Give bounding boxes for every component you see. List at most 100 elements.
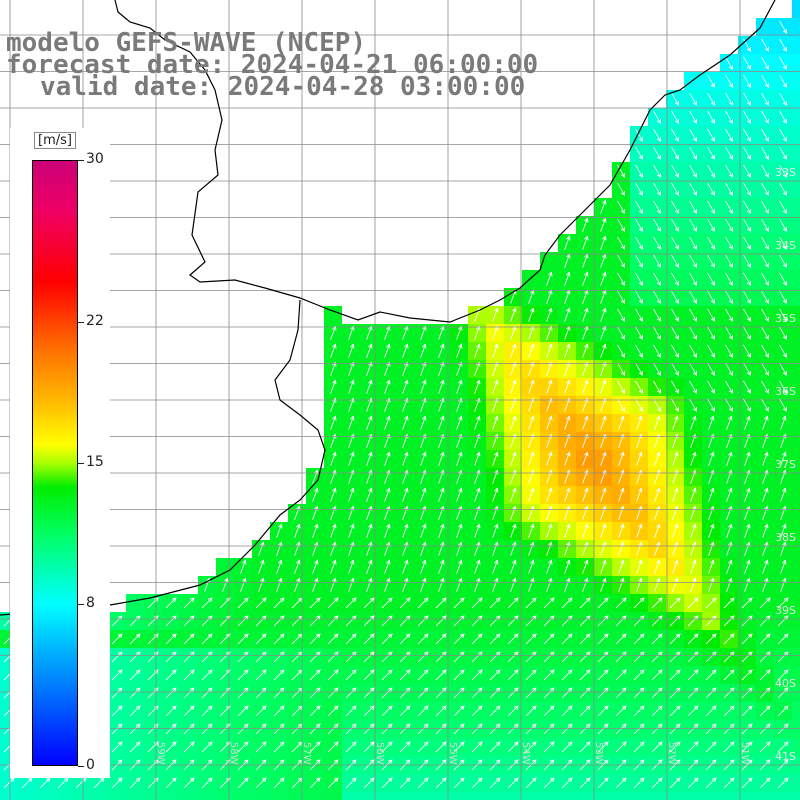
wind-arrow <box>564 541 571 556</box>
wind-arrow <box>471 777 483 789</box>
wind-arrow <box>489 597 501 609</box>
wind-arrow <box>402 559 409 574</box>
wind-arrow <box>779 308 787 322</box>
wind-arrow <box>600 307 607 322</box>
wind-arrow <box>471 741 483 753</box>
wind-arrow <box>348 415 355 430</box>
wind-arrow <box>635 380 643 394</box>
wind-arrow <box>417 705 429 717</box>
wind-arrow <box>420 523 427 538</box>
wind-arrow <box>636 523 643 538</box>
wind-arrow <box>779 344 787 358</box>
wind-arrow <box>474 325 481 340</box>
wind-arrow <box>366 577 373 592</box>
wind-arrow <box>417 597 429 609</box>
wind-arrow <box>510 487 517 502</box>
wind-arrow <box>669 669 681 681</box>
wind-arrow <box>528 307 535 322</box>
colorbar-tick-label: 22 <box>86 312 104 329</box>
longitude-label: 51W <box>739 742 750 765</box>
wind-arrow <box>707 236 715 250</box>
wind-arrow <box>726 577 733 592</box>
wind-speed-cell <box>792 72 800 90</box>
wind-speed-cell <box>756 792 774 800</box>
wind-arrow <box>761 164 769 178</box>
wind-arrow <box>399 705 411 717</box>
wind-arrow <box>492 343 499 358</box>
wind-arrow <box>474 487 481 502</box>
wind-arrow <box>762 559 769 574</box>
wind-arrow <box>399 723 411 735</box>
wind-arrow <box>384 379 391 394</box>
wind-arrow <box>582 307 589 322</box>
wind-arrow <box>201 705 213 717</box>
wind-arrow <box>618 577 625 592</box>
wind-arrow <box>780 541 787 556</box>
wind-arrow <box>564 361 571 376</box>
wind-arrow <box>780 487 787 502</box>
wind-arrow <box>543 633 555 645</box>
wind-arrow <box>330 325 337 340</box>
wind-arrow <box>726 415 733 430</box>
wind-speed-cell <box>792 360 800 378</box>
wind-arrow <box>474 415 481 430</box>
wind-arrow <box>546 379 553 394</box>
wind-arrow <box>725 272 733 286</box>
wind-arrow <box>561 597 573 609</box>
wind-arrow <box>456 361 463 376</box>
wind-speed-cell <box>792 630 800 648</box>
wind-arrow <box>399 633 411 645</box>
wind-arrow <box>492 559 499 574</box>
longitude-label: 58W <box>228 742 239 765</box>
wind-arrow <box>689 146 697 160</box>
wind-arrow <box>309 687 321 699</box>
wind-arrow <box>543 651 555 663</box>
wind-arrow <box>779 362 787 376</box>
wind-speed-cell <box>792 432 800 450</box>
wind-arrow <box>57 777 69 789</box>
wind-arrow <box>510 505 517 520</box>
wind-arrow <box>582 235 589 250</box>
wind-arrow <box>723 633 735 645</box>
wind-arrow <box>741 597 753 609</box>
wind-arrow <box>453 669 465 681</box>
wind-arrow <box>633 597 645 609</box>
wind-arrow <box>707 326 715 340</box>
wind-arrow <box>435 777 447 789</box>
wind-arrow <box>237 705 249 717</box>
wind-arrow <box>273 741 285 753</box>
wind-arrow <box>528 541 535 556</box>
longitude-label: 56W <box>374 742 385 765</box>
wind-speed-cell <box>792 252 800 270</box>
wind-arrow <box>345 633 357 645</box>
wind-arrow <box>671 182 679 196</box>
wind-arrow <box>687 705 699 717</box>
wind-arrow <box>438 487 445 502</box>
wind-arrow <box>779 128 787 142</box>
wind-arrow <box>669 633 681 645</box>
wind-arrow <box>687 687 699 699</box>
wind-arrow <box>564 379 571 394</box>
wind-arrow <box>582 343 589 358</box>
wind-arrow <box>743 272 751 286</box>
wind-arrow <box>651 633 663 645</box>
wind-arrow <box>743 344 751 358</box>
wind-arrow <box>761 146 769 160</box>
wind-arrow <box>345 669 357 681</box>
wind-arrow <box>617 218 625 232</box>
wind-arrow <box>635 254 643 268</box>
wind-arrow <box>399 741 411 753</box>
wind-arrow <box>330 577 337 592</box>
wind-arrow <box>453 651 465 663</box>
wind-speed-cell <box>198 792 216 800</box>
wind-arrow <box>690 541 697 556</box>
wind-arrow <box>399 597 411 609</box>
wind-arrow <box>653 218 661 232</box>
wind-arrow <box>381 705 393 717</box>
wind-arrow <box>635 236 643 250</box>
wind-speed-cell <box>342 792 360 800</box>
wind-arrow <box>525 633 537 645</box>
wind-speed-cell <box>738 792 756 800</box>
wind-arrow <box>707 74 715 88</box>
wind-speed-cell <box>792 792 800 800</box>
